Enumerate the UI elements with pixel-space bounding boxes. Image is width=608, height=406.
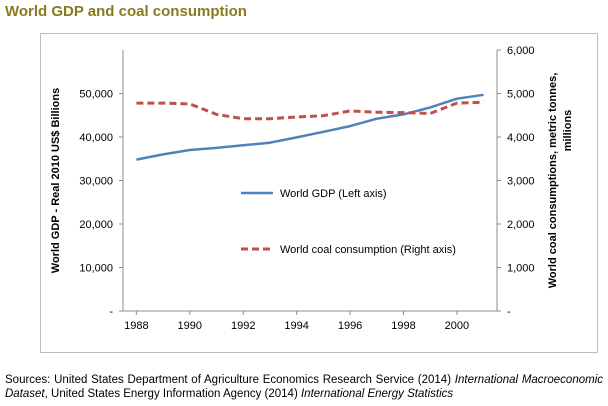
y-right-tick-label: 4,000 [507, 132, 535, 144]
y-right-tick-label: 6,000 [507, 45, 535, 57]
sources-title-2: International Energy Statistics [300, 388, 454, 400]
y-left-tick-label: 10,000 [79, 263, 113, 275]
y-right-axis-title-line2: millions [562, 110, 574, 152]
y-left-tick-label: 30,000 [79, 176, 113, 188]
series-line-gdp [136, 93, 484, 161]
y-left-axis-title: World GDP - Real 2010 US$ Billions [50, 88, 62, 273]
y-left-tick-label: 50,000 [79, 89, 113, 101]
x-tick-label: 1990 [178, 320, 202, 332]
legend-label: World coal consumption (Right axis) [280, 244, 456, 256]
plot-area: - 10,000 20,000 30,000 40,000 50,000 - 1,000 2,0… [50, 45, 574, 332]
sources-title-1: International Macroeconomic Dataset [5, 374, 603, 400]
y-right-tick-label: 2,000 [507, 219, 535, 231]
y-left-tick-label: 20,000 [79, 219, 113, 231]
y-right-axis-title-line1: World coal consumptions, metric tonnes, [547, 73, 559, 289]
x-tick-label: 2000 [445, 320, 469, 332]
x-tick-label: 1996 [338, 320, 362, 332]
sources-middle: , United States Energy Information Agenc… [44, 388, 301, 400]
legend-label: World GDP (Left axis) [280, 188, 387, 200]
line-chart: - 10,000 20,000 30,000 40,000 50,000 - 1,000 2,0… [50, 45, 574, 332]
y-right-tick-label: 3,000 [507, 176, 535, 188]
y-right-tick-label: - [507, 306, 511, 318]
y-left-tick-label: 40,000 [79, 132, 113, 144]
sources-note: Sources: United States Department of Agr… [5, 373, 603, 401]
x-tick-label: 1994 [284, 320, 308, 332]
x-tick-label: 1998 [391, 320, 415, 332]
page-title: World GDP and coal consumption [5, 3, 247, 20]
y-right-tick-label: 5,000 [507, 89, 535, 101]
x-tick-label: 1988 [124, 320, 148, 332]
sources-prefix: Sources: United States Department of Agr… [5, 374, 455, 386]
x-tick-label: 1992 [231, 320, 255, 332]
y-right-tick-label: 1,000 [507, 263, 535, 275]
y-left-tick-label: - [109, 306, 113, 318]
chart-frame: - 10,000 20,000 30,000 40,000 50,000 - 1,000 2,0… [40, 33, 598, 353]
series-line-coal [136, 100, 484, 121]
